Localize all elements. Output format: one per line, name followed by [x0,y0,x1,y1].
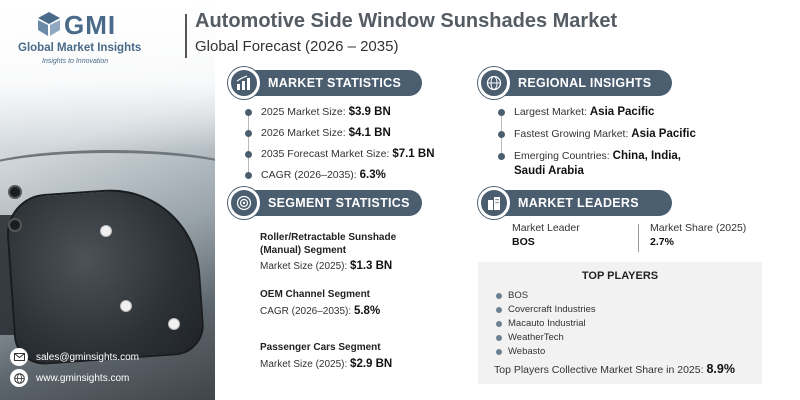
suction-cup [100,225,112,237]
header-divider [185,14,187,58]
door-knob [8,218,22,232]
segment-item: OEM Channel Segment CAGR (2026–2035): 5.… [260,289,381,317]
share-label: Market Share (2025) [650,222,747,234]
contact-website[interactable]: www.gminsights.com [10,369,210,387]
section-heading: REGIONAL INSIGHTS [518,76,652,90]
list-item: Emerging Countries: China, India, Saudi A… [498,149,778,179]
target-icon [228,187,260,219]
list-item: Covercraft Industries [496,303,596,317]
list-item: Macauto Industrial [496,317,596,331]
page-subtitle: Global Forecast (2026 – 2035) [195,38,399,55]
section-heading: SEGMENT STATISTICS [268,196,410,210]
regional-insights-header: REGIONAL INSIGHTS [478,67,678,99]
list-item: 2035 Forecast Market Size: $7.1 BN [245,147,465,162]
list-item: WeatherTech [496,331,596,345]
suction-cup [168,318,180,330]
list-item: CAGR (2026–2035): 6.3% [245,168,465,183]
company-logo: GMI Global Market Insights Insights to I… [8,10,158,80]
suction-cup [120,300,132,312]
side-window-sunshade [4,183,206,367]
market-leaders-header: MARKET LEADERS [478,187,678,219]
top-players-panel: TOP PLAYERS BOS Covercraft Industries Ma… [478,262,762,384]
share-value: 2.7% [650,236,674,248]
mail-icon [10,348,28,366]
list-item: Largest Market: Asia Pacific [498,105,778,120]
page-title: Automotive Side Window Sunshades Market [195,10,618,32]
gmi-logo-icon [38,12,60,36]
section-heading: MARKET STATISTICS [268,76,402,90]
chart-dollar-icon [228,67,260,99]
list-item: Webasto [496,345,596,359]
regional-insights-list: Largest Market: Asia Pacific Fastest Gro… [498,105,778,179]
segment-item: Passenger Cars Segment Market Size (2025… [260,342,393,370]
globe-icon [10,369,28,387]
door-knob [8,185,22,199]
top-players-list: BOS Covercraft Industries Macauto Indust… [496,289,596,359]
segment-item: Roller/Retractable Sunshade (Manual) Seg… [260,232,397,272]
leader-label: Market Leader [512,222,580,234]
hero-photo [0,0,215,400]
collective-share: Top Players Collective Market Share in 2… [494,362,735,376]
market-statistics-header: MARKET STATISTICS [228,67,428,99]
list-item: BOS [496,289,596,303]
email-text: sales@gminsights.com [36,351,139,363]
market-leaders-panel: Market Leader BOS Market Share (2025) 2.… [478,222,778,252]
contact-email[interactable]: sales@gminsights.com [10,348,210,366]
market-statistics-list: 2025 Market Size: $3.9 BN 2026 Market Si… [245,105,465,183]
list-item: Fastest Growing Market: Asia Pacific [498,127,778,142]
company-name: Global Market Insights [18,42,142,54]
section-heading: MARKET LEADERS [518,196,639,210]
list-item: 2026 Market Size: $4.1 BN [245,126,465,141]
segment-statistics-header: SEGMENT STATISTICS [228,187,428,219]
company-tagline: Insights to Innovation [42,58,109,65]
top-players-heading: TOP PLAYERS [581,270,659,282]
website-text: www.gminsights.com [36,372,130,384]
globe-icon [478,67,510,99]
logo-text: GMI [64,10,117,40]
building-icon [478,187,510,219]
leader-value: BOS [512,236,535,248]
window-frame [0,150,215,210]
list-item: 2025 Market Size: $3.9 BN [245,105,465,120]
